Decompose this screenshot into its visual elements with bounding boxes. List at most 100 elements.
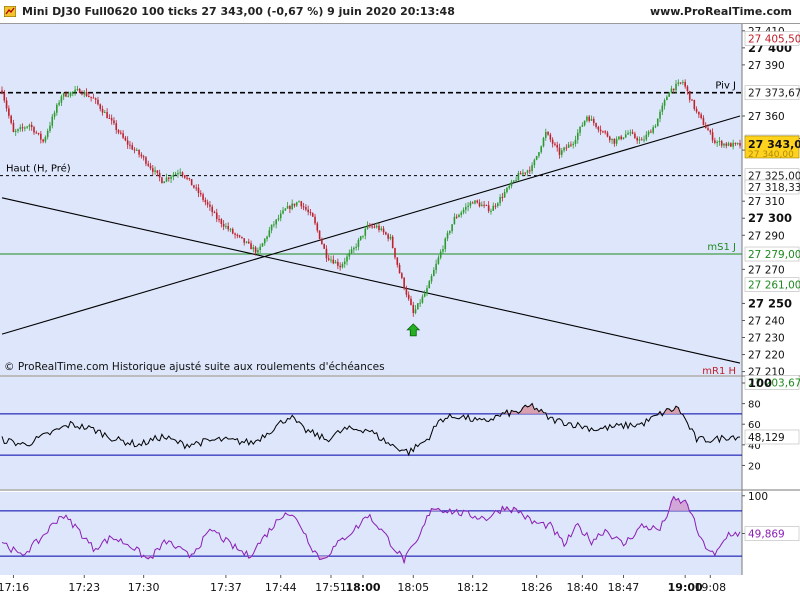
time-tick-label: 19:00 (668, 581, 703, 594)
instrument-icon (4, 6, 16, 17)
candle-body (3, 93, 6, 101)
candle-body (636, 137, 638, 141)
candle-body (595, 123, 597, 127)
candle (124, 135, 127, 142)
candle (702, 115, 705, 126)
candle (510, 179, 513, 189)
candle (629, 129, 632, 137)
candle (154, 166, 156, 175)
last-price-shadow-label: 27 340,00 (748, 150, 794, 160)
candle-body (588, 116, 591, 121)
candle-body (147, 163, 150, 166)
candle-body (158, 172, 161, 178)
candle-body (417, 303, 419, 310)
rsi-tick-label: 60 (748, 420, 761, 431)
candle-body (727, 143, 730, 146)
candle (174, 171, 177, 176)
candle-body (113, 120, 115, 124)
candle (17, 128, 19, 134)
candle-body (222, 223, 225, 227)
candle-body (474, 200, 476, 204)
candle-body (133, 149, 136, 151)
candle-body (183, 175, 186, 178)
candle (599, 125, 602, 136)
candle (245, 241, 248, 244)
candle-body (704, 124, 707, 129)
candle-body (291, 203, 293, 210)
candle-body (538, 152, 540, 156)
candle-body (10, 115, 12, 123)
candle-body (437, 257, 440, 264)
candle (197, 184, 200, 198)
candle-body (421, 296, 424, 303)
candle (647, 130, 650, 137)
candle-body (453, 216, 456, 225)
panel-background (0, 24, 742, 375)
candle-body (193, 185, 195, 188)
candle-body (606, 132, 609, 137)
candle-body (259, 246, 261, 250)
candle (423, 290, 426, 298)
candle (437, 255, 440, 265)
site-link[interactable]: www.ProRealTime.com (649, 5, 792, 18)
candle-body (17, 129, 19, 131)
candle (526, 169, 529, 177)
candle-body (181, 172, 184, 176)
candle (295, 201, 298, 207)
candle (115, 120, 118, 134)
candle-body (476, 200, 479, 203)
candle (405, 285, 408, 298)
stoch-tick-label: 100 (748, 491, 768, 503)
candle (334, 259, 337, 264)
price-panel[interactable]: Piv J Haut (H, Pré) mS1 J mR1 H (0, 79, 742, 377)
candle-body (37, 133, 40, 135)
candle-body (254, 247, 257, 253)
candle-body (67, 95, 70, 97)
candle (394, 247, 396, 260)
candle (30, 121, 33, 131)
candle (362, 235, 364, 239)
candle (663, 98, 666, 110)
candle (101, 105, 104, 116)
price-tag-text: 27 318,33 (748, 182, 800, 194)
candle (355, 243, 357, 251)
stochastic-panel[interactable] (0, 495, 742, 565)
candle-body (540, 146, 543, 153)
candle-body (458, 214, 460, 218)
stoch-value-tag (744, 526, 800, 541)
level-label: mS1 J (707, 242, 736, 253)
candle-body (412, 304, 415, 314)
candle-body (624, 134, 627, 138)
candle-body (357, 239, 360, 247)
candle (455, 214, 458, 219)
candle-body (142, 156, 145, 158)
candle-body (611, 138, 613, 141)
candle (373, 224, 376, 229)
candle (572, 141, 575, 149)
time-tick-label: 18:00 (345, 581, 380, 594)
candle-body (533, 159, 536, 166)
candle (298, 200, 300, 203)
candle-body (503, 192, 506, 198)
candle-body (337, 261, 339, 266)
last-price-label: 27 343,00 (748, 138, 800, 151)
candle-body (494, 205, 497, 207)
candle (195, 184, 198, 192)
candle-body (209, 204, 211, 207)
rsi-panel[interactable] (0, 24, 742, 457)
candle (595, 122, 597, 129)
candle (136, 147, 138, 151)
candle-body (300, 201, 303, 207)
candle-body (640, 139, 643, 141)
candle-body (405, 288, 408, 295)
candle (12, 119, 15, 133)
candle-body (186, 177, 188, 179)
candle-body (522, 172, 524, 175)
candle (501, 193, 504, 202)
price-tick-label: 27 290 (748, 230, 785, 242)
candle-body (108, 118, 111, 120)
candle (259, 243, 261, 254)
candle-body (115, 123, 118, 131)
